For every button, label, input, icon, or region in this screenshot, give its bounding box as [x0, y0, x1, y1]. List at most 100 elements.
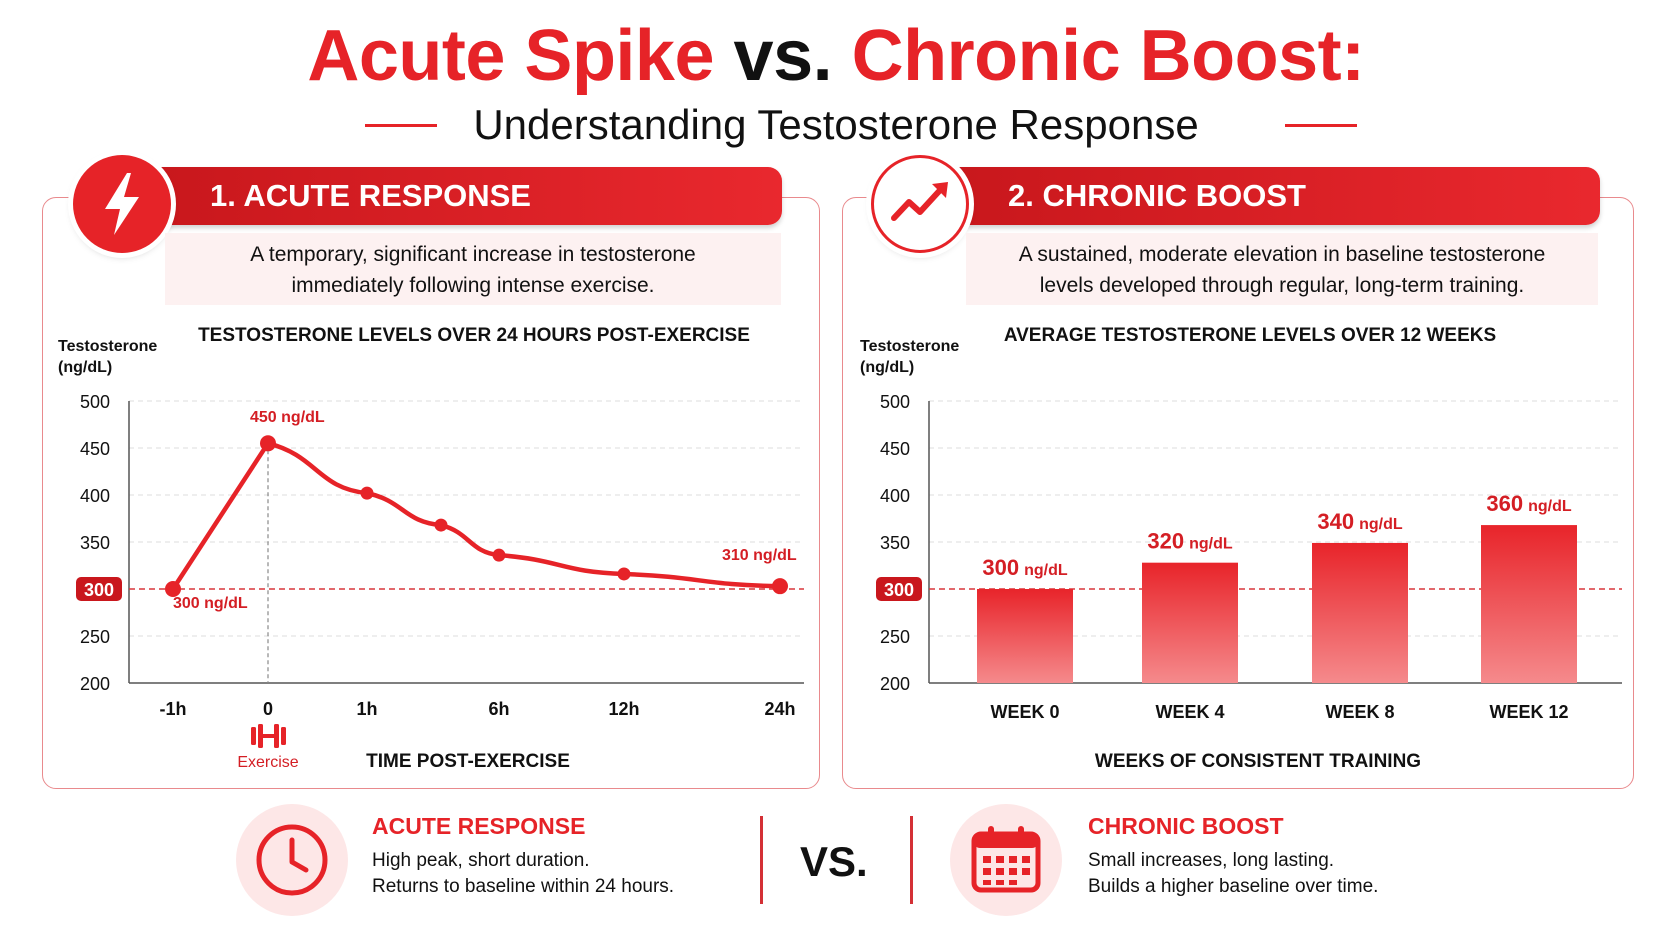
y-tick-label: 400	[880, 486, 910, 506]
chronic-banner: 2. CHRONIC BOOST	[950, 167, 1600, 225]
baseline-tick-badge	[876, 577, 922, 601]
y-tick-label: 400	[80, 486, 110, 506]
dumbbell-plate	[281, 727, 286, 745]
x-tick-label: 6h	[488, 699, 509, 719]
lightning-bolt-icon	[73, 155, 171, 253]
x-tick-label: WEEK 12	[1489, 702, 1568, 722]
x-tick-label: 1h	[356, 699, 377, 719]
main-title: Acute Spike vs. Chronic Boost:	[0, 10, 1672, 102]
data-point	[434, 518, 448, 532]
x-tick-label: 24h	[764, 699, 795, 719]
y-axis-label-line1: Testosterone	[860, 338, 959, 355]
summary-chronic-text: Small increases, long lasting. Builds a …	[1088, 848, 1378, 900]
data-point	[617, 567, 631, 581]
data-point	[260, 435, 276, 452]
bar-chart: Testosterone (ng/dL) AVERAGE TESTOSTERONE …	[860, 325, 1622, 772]
y-axis-label-line1: Testosterone	[58, 338, 157, 355]
acute-desc-line1: A temporary, significant increase in tes…	[250, 243, 696, 266]
bar-value-number: 340	[1317, 509, 1354, 534]
x-tick-label: WEEK 4	[1155, 702, 1224, 722]
y-tick-label: 450	[80, 439, 110, 459]
chart-title: AVERAGE TESTOSTERONE LEVELS OVER 12 WEEK…	[1004, 325, 1496, 346]
y-tick-label: 300	[884, 580, 914, 600]
subtitle: Understanding Testosterone Response	[473, 101, 1199, 148]
y-tick-label: 500	[880, 392, 910, 412]
y-tick-label: 200	[80, 674, 110, 694]
title-part-vs: vs.	[733, 16, 833, 96]
calendar-icon	[950, 804, 1062, 916]
chart-title: TESTOSTERONE LEVELS OVER 24 HOURS POST-E…	[198, 325, 750, 346]
chronic-description: A sustained, moderate elevation in basel…	[966, 233, 1598, 305]
bar	[1142, 562, 1238, 683]
dumbbell-plate	[251, 727, 256, 745]
subtitle-right-rule	[1285, 124, 1357, 127]
y-tick-label: 300	[84, 580, 114, 600]
x-tick-label: 12h	[608, 699, 639, 719]
summary-acute-heading: ACUTE RESPONSE	[372, 813, 586, 839]
data-point	[360, 486, 374, 500]
bar-value-label: 340 ng/dL	[1317, 509, 1402, 534]
x-tick-label: WEEK 8	[1325, 702, 1394, 722]
clock-icon	[236, 804, 348, 916]
y-tick-label: 350	[80, 533, 110, 553]
annotation-end: 310 ng/dL	[722, 547, 797, 564]
y-tick-label: 500	[80, 392, 110, 412]
bar-value-number: 300	[982, 555, 1019, 580]
bar-value-number: 320	[1147, 529, 1184, 554]
baseline-tick-badge	[76, 577, 122, 601]
summary-vs: VS.	[800, 838, 868, 885]
summary-chronic-heading: CHRONIC BOOST	[1088, 813, 1284, 839]
summary-divider-right	[910, 816, 913, 904]
summary-acute-line2: Returns to baseline within 24 hours.	[372, 876, 675, 897]
y-axis-label-line2: (ng/dL)	[58, 359, 112, 376]
x-tick-label: 0	[263, 699, 273, 719]
chronic-heading: 2. CHRONIC BOOST	[1008, 178, 1306, 213]
x-axis-label: TIME POST-EXERCISE	[366, 751, 570, 772]
acute-desc-line2: immediately following intense exercise.	[291, 274, 655, 297]
bar-value-unit: ng/dL	[1528, 498, 1572, 515]
trend-up-arrow-icon	[871, 155, 969, 253]
bar-value-label: 320 ng/dL	[1147, 529, 1232, 554]
bar-value-unit: ng/dL	[1024, 562, 1068, 579]
exercise-label: Exercise	[237, 754, 298, 771]
title-part-chronic: Chronic Boost:	[851, 16, 1365, 96]
dumbbell-bar	[263, 734, 274, 738]
line-chart: Testosterone (ng/dL) TESTOSTERONE LEVELS O…	[58, 325, 804, 772]
bar-value-label: 360 ng/dL	[1486, 491, 1571, 516]
data-point	[492, 548, 506, 562]
bar	[977, 589, 1073, 683]
y-tick-label: 350	[880, 533, 910, 553]
bar	[1312, 542, 1408, 683]
bar	[1481, 525, 1577, 683]
summary-acute-text: High peak, short duration. Returns to ba…	[372, 848, 674, 900]
acute-banner: 1. ACUTE RESPONSE	[150, 167, 782, 225]
title-part-acute: Acute Spike	[307, 16, 715, 96]
x-axis-label: WEEKS OF CONSISTENT TRAINING	[1095, 751, 1421, 772]
dumbbell-plate	[258, 724, 263, 748]
annotation-start: 300 ng/dL	[173, 595, 248, 612]
annotation-peak: 450 ng/dL	[250, 409, 325, 426]
acute-description: A temporary, significant increase in tes…	[165, 233, 781, 305]
series-line	[170, 441, 783, 592]
summary-chronic-line1: Small increases, long lasting.	[1088, 850, 1335, 871]
y-tick-label: 200	[880, 674, 910, 694]
data-point	[772, 578, 788, 595]
bar-value-unit: ng/dL	[1359, 516, 1403, 533]
summary-chronic-line2: Builds a higher baseline over time.	[1088, 876, 1379, 897]
acute-heading: 1. ACUTE RESPONSE	[210, 178, 531, 213]
summary-acute-line1: High peak, short duration.	[372, 850, 590, 871]
y-tick-label: 450	[880, 439, 910, 459]
summary-divider-left	[760, 816, 763, 904]
x-tick-label: WEEK 0	[990, 702, 1059, 722]
bar-value-number: 360	[1486, 491, 1523, 516]
dumbbell-plate	[274, 724, 279, 748]
data-point	[165, 581, 181, 597]
bar-value-unit: ng/dL	[1189, 536, 1233, 553]
x-tick-label: -1h	[160, 699, 187, 719]
bar-value-label: 300 ng/dL	[982, 555, 1067, 580]
dumbbell-icon	[251, 724, 286, 748]
y-tick-label: 250	[880, 627, 910, 647]
y-tick-label: 250	[80, 627, 110, 647]
chronic-desc-line1: A sustained, moderate elevation in basel…	[1018, 243, 1546, 266]
